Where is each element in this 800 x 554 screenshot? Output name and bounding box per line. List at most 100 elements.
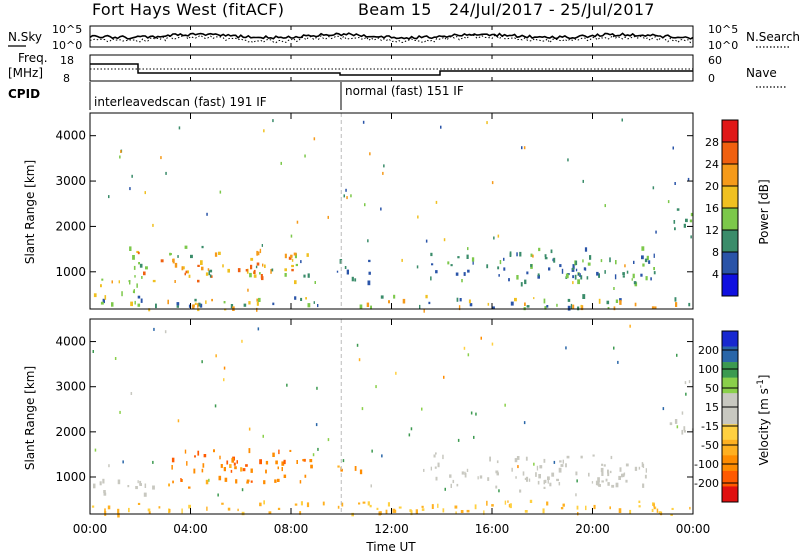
range-cell xyxy=(213,449,215,453)
range-cell xyxy=(312,453,315,457)
range-cell xyxy=(618,475,621,480)
range-cell xyxy=(544,257,548,260)
range-cell xyxy=(100,301,104,305)
range-cell xyxy=(457,438,460,442)
range-cell xyxy=(588,472,590,477)
range-cell xyxy=(274,479,277,483)
y-tick-label: 1000 xyxy=(55,265,86,279)
range-cell xyxy=(674,227,676,231)
range-cell xyxy=(93,293,97,298)
range-cell xyxy=(477,476,479,480)
range-cell xyxy=(604,270,606,274)
range-cell xyxy=(615,299,619,303)
velocity-y-axis: 1000 2000 3000 4000 xyxy=(55,335,693,484)
range-cell xyxy=(171,457,175,463)
range-cell xyxy=(430,276,432,281)
range-cell xyxy=(259,502,262,507)
range-cell xyxy=(565,273,569,279)
range-cell xyxy=(401,258,403,262)
range-cell xyxy=(316,386,318,390)
range-cell xyxy=(136,250,139,253)
range-cell xyxy=(662,407,665,411)
range-cell xyxy=(259,272,261,275)
range-cell xyxy=(152,279,156,283)
range-cell xyxy=(289,449,292,452)
range-cell xyxy=(131,174,133,178)
range-cell xyxy=(435,452,437,455)
range-cell xyxy=(548,267,551,271)
velocity-colorbar-label: Velocity [m s-1] xyxy=(756,375,771,466)
range-cell xyxy=(256,262,260,266)
range-cell xyxy=(275,460,278,465)
range-cell xyxy=(634,282,638,287)
range-cell xyxy=(592,454,595,457)
range-cell xyxy=(208,478,210,482)
nsky-label: N.Sky xyxy=(8,30,42,44)
range-cell xyxy=(248,427,251,431)
range-cell xyxy=(463,272,466,276)
range-cell xyxy=(383,164,385,168)
range-cell xyxy=(650,277,652,281)
range-cell xyxy=(576,479,578,483)
range-cell xyxy=(615,482,619,488)
range-cell xyxy=(618,508,622,513)
range-cell xyxy=(537,273,540,277)
range-cell xyxy=(632,273,635,279)
range-cell xyxy=(537,480,540,485)
range-cell xyxy=(653,267,655,271)
range-cell xyxy=(277,507,281,510)
range-cell xyxy=(638,500,641,503)
range-cell xyxy=(346,196,348,200)
range-cell xyxy=(188,486,191,489)
range-cell xyxy=(108,195,110,199)
range-cell xyxy=(596,271,599,276)
range-cell xyxy=(227,268,230,273)
range-cell xyxy=(461,279,463,283)
range-cell xyxy=(598,273,600,278)
range-cell xyxy=(688,302,691,307)
range-cell xyxy=(366,302,370,307)
range-cell xyxy=(278,449,280,455)
range-cell xyxy=(263,500,265,505)
range-cell xyxy=(152,485,155,490)
cpid-label: CPID xyxy=(8,87,40,101)
range-cell xyxy=(615,260,617,265)
range-cell xyxy=(171,465,173,470)
velocity-colorbar: 200 100 50 15 -15 -50 -100 -200 xyxy=(694,330,739,503)
colorbar-frame xyxy=(721,330,739,503)
range-cell xyxy=(160,156,162,160)
range-cell xyxy=(294,253,297,259)
colorbar-tick-label: -200 xyxy=(694,477,719,490)
range-cell xyxy=(467,247,469,251)
colorbar-segment xyxy=(722,186,738,209)
range-cell xyxy=(284,268,287,272)
range-cell xyxy=(250,264,253,270)
range-cell xyxy=(192,304,195,307)
range-cell xyxy=(217,493,219,497)
range-cell xyxy=(576,505,579,510)
range-cell xyxy=(572,275,575,279)
range-cell xyxy=(369,152,371,156)
range-cell xyxy=(164,330,167,334)
range-cell xyxy=(480,336,482,340)
range-cell xyxy=(433,454,436,458)
range-cell xyxy=(601,480,604,483)
colorbar-tick-label: -100 xyxy=(694,458,719,471)
range-cell xyxy=(387,502,390,507)
range-cell xyxy=(449,474,452,478)
range-cell xyxy=(207,268,210,271)
range-cell xyxy=(434,466,437,469)
range-cell xyxy=(229,464,232,468)
range-cell xyxy=(437,503,439,508)
range-cell xyxy=(625,479,628,483)
range-cell xyxy=(176,302,180,306)
range-cell xyxy=(589,255,592,260)
range-cell xyxy=(104,295,107,300)
range-cell xyxy=(688,380,691,384)
range-cell xyxy=(177,419,180,423)
range-cell xyxy=(214,252,218,257)
range-cell xyxy=(101,278,104,281)
range-cell xyxy=(435,270,438,274)
range-cell xyxy=(613,287,615,290)
range-cell xyxy=(607,469,609,474)
